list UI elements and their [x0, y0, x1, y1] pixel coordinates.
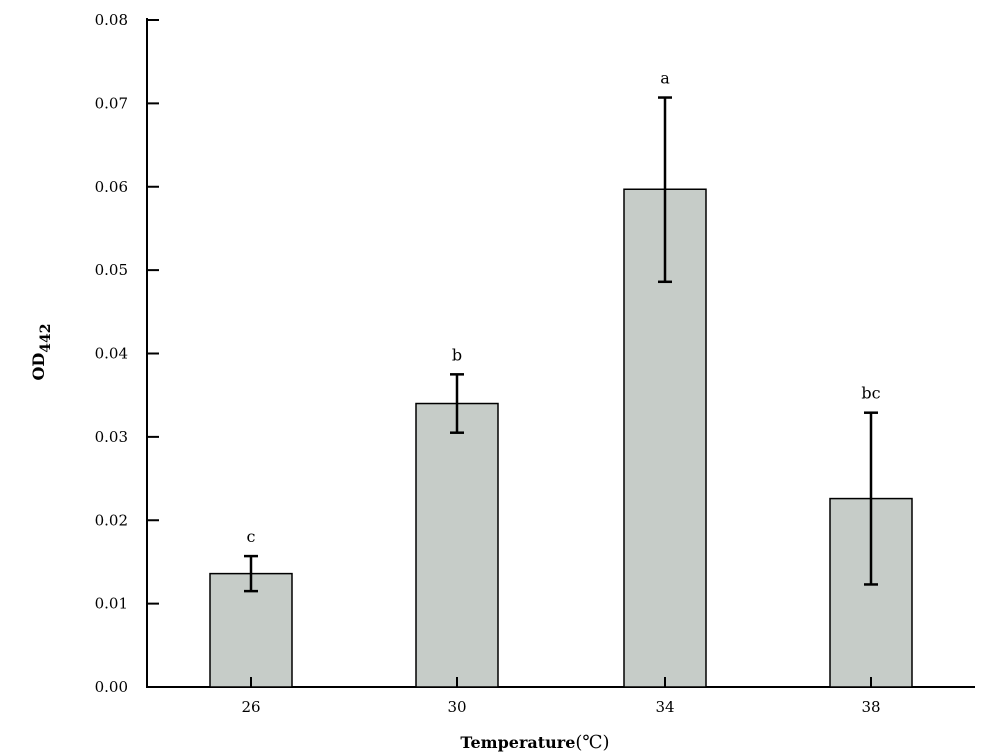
significance-label: a	[660, 69, 670, 88]
y-tick-label: 0.06	[95, 178, 128, 196]
x-tick-label: 30	[447, 698, 466, 716]
y-axis-title-subscript: 442	[38, 323, 54, 352]
bar-30	[415, 402, 499, 688]
significance-label: b	[452, 345, 462, 364]
x-tick-label: 38	[861, 698, 880, 716]
y-tick-label: 0.08	[95, 11, 128, 29]
y-tick-label: 0.04	[95, 345, 128, 363]
y-axis-title: OD442	[29, 323, 54, 380]
y-tick-label: 0.03	[95, 428, 128, 446]
y-tick-label: 0.07	[95, 94, 128, 112]
x-tick-label: 34	[655, 698, 674, 716]
y-axis-ticks: 0.00 0.01 0.02 0.03 0.04 0.05 0.06 0.07 0.08	[95, 11, 159, 696]
x-axis-title-unit: (℃)	[575, 732, 609, 753]
bar-26	[209, 572, 293, 688]
x-axis-title: Temperature(℃)	[460, 732, 609, 753]
significance-labels-group: c b a bc	[247, 69, 881, 547]
x-axis-ticks: 26 30 34 38	[241, 677, 881, 716]
y-axis-title-main: OD	[29, 353, 48, 381]
y-tick-label: 0.00	[95, 678, 128, 696]
x-axis-title-text: Temperature	[460, 733, 575, 752]
y-tick-label: 0.05	[95, 261, 128, 279]
significance-label: c	[247, 527, 256, 546]
error-bars-group	[244, 96, 878, 593]
x-tick-label: 26	[241, 698, 260, 716]
significance-label: bc	[861, 384, 880, 403]
y-tick-label: 0.01	[95, 595, 128, 613]
y-tick-label: 0.02	[95, 511, 128, 529]
bars-group	[209, 188, 913, 688]
